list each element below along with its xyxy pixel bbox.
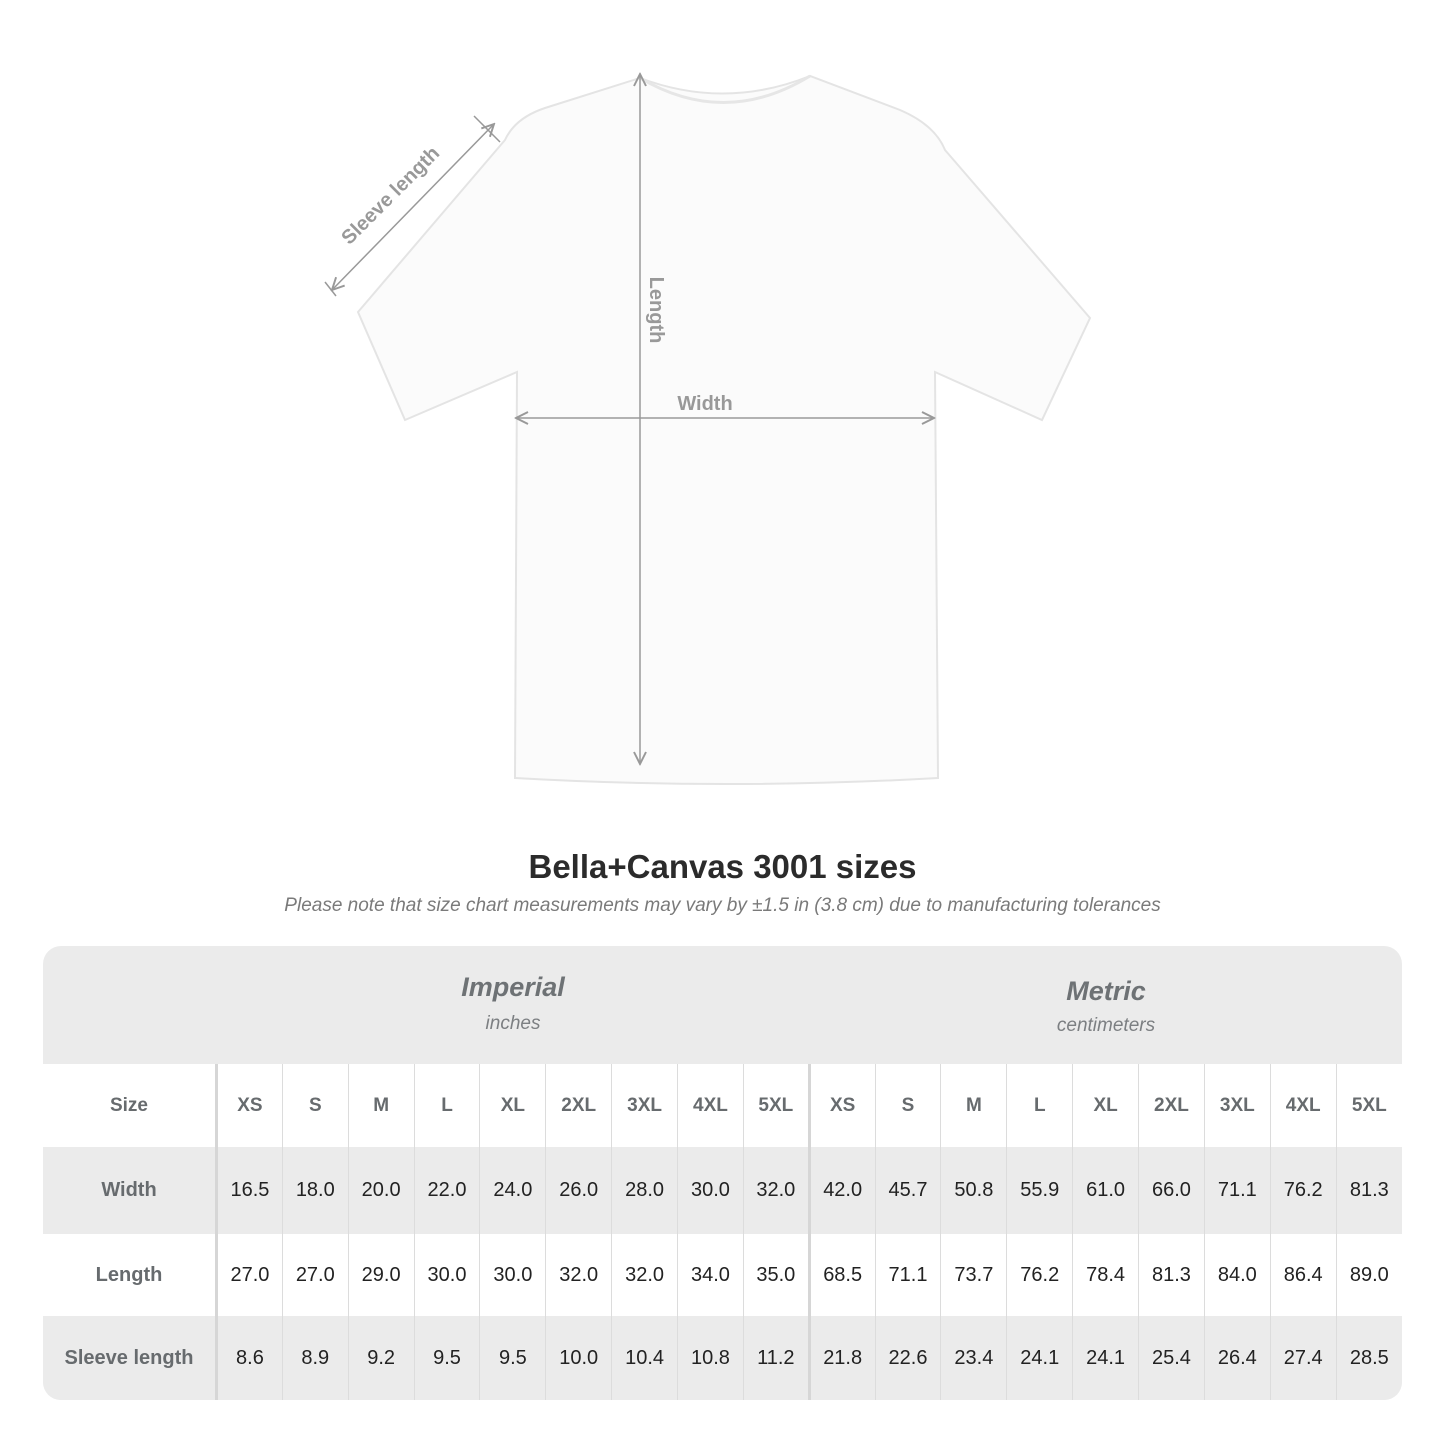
metric-header: Metric centimeters [810,946,1402,1094]
metric-value-cell: 28.5 [1335,1316,1402,1400]
imperial-value-cell: 32.0 [742,1147,810,1234]
metric-value-cell: 21.8 [807,1316,876,1400]
imperial-value-cell: 32.0 [611,1234,678,1316]
table-row: Length 27.0 27.0 29.0 30.0 30.0 32.0 32.0 34.0 35… [43,1234,1402,1316]
imperial-value-cell: 10.0 [545,1316,612,1400]
imperial-value-cell: 35.0 [742,1234,810,1316]
imperial-value-cell: 22.0 [413,1147,480,1234]
imperial-unit: inches [485,1013,541,1034]
metric-size-xl: XL [1072,1064,1139,1147]
metric-value-cell: 71.1 [1203,1147,1271,1234]
metric-value-cell: 22.6 [874,1316,941,1400]
metric-size-2xl: 2XL [1138,1064,1205,1147]
imperial-value-cell: 8.6 [216,1316,283,1400]
row-label: Sleeve length [43,1316,218,1400]
imperial-value-cell: 9.5 [479,1316,546,1400]
metric-title: Metric [1066,976,1146,1006]
metric-unit: centimeters [1056,1015,1156,1036]
imperial-size-l: L [413,1064,480,1147]
table-row: Width 16.5 18.0 20.0 22.0 24.0 26.0 28.0 30.0 32.… [43,1147,1402,1234]
size-table-card: Imperial inches Metric centimeters Size X… [43,946,1402,1400]
imperial-value-cell: 10.4 [611,1316,678,1400]
metric-value-cell: 26.4 [1203,1316,1271,1400]
imperial-value-cell: 30.0 [413,1234,480,1316]
imperial-value-cell: 34.0 [677,1234,744,1316]
imperial-value-cell: 26.0 [545,1147,612,1234]
metric-value-cell: 61.0 [1072,1147,1139,1234]
sleeve-length-arrow [332,124,494,290]
metric-value-cell: 66.0 [1138,1147,1205,1234]
imperial-value-cell: 11.2 [742,1316,810,1400]
metric-value-cell: 24.1 [1006,1316,1073,1400]
page-title: Bella+Canvas 3001 sizes [528,848,917,885]
table-row: Sleeve length 8.6 8.9 9.2 9.5 9.5 10.0 10.4 10.8… [43,1316,1402,1400]
imperial-value-cell: 27.0 [216,1234,283,1316]
imperial-value-cell: 8.9 [281,1316,349,1400]
width-label: Width [677,393,732,415]
row-label: Width [43,1147,218,1234]
tolerance-note: Please note that size chart measurements… [284,895,1161,916]
metric-size-5xl: 5XL [1335,1064,1402,1147]
imperial-size-2xl: 2XL [545,1064,612,1147]
metric-size-s: S [874,1064,941,1147]
imperial-value-cell: 30.0 [677,1147,744,1234]
metric-value-cell: 84.0 [1203,1234,1271,1316]
imperial-size-3xl: 3XL [611,1064,678,1147]
imperial-value-cell: 18.0 [281,1147,349,1234]
imperial-value-cell: 16.5 [216,1147,283,1234]
metric-value-cell: 71.1 [874,1234,941,1316]
metric-value-cell: 78.4 [1072,1234,1139,1316]
imperial-size-5xl: 5XL [742,1064,810,1147]
metric-value-cell: 81.3 [1335,1147,1402,1234]
tshirt-shape [356,74,1092,785]
metric-value-cell: 76.2 [1269,1147,1337,1234]
imperial-size-4xl: 4XL [677,1064,744,1147]
tshirt-diagram: Sleeve length Length Width [324,0,1092,785]
metric-value-cell: 55.9 [1006,1147,1073,1234]
imperial-value-cell: 30.0 [479,1234,546,1316]
metric-value-cell: 81.3 [1138,1234,1205,1316]
metric-size-l: L [1006,1064,1073,1147]
imperial-value-cell: 20.0 [347,1147,415,1234]
metric-value-cell: 73.7 [940,1234,1007,1316]
imperial-size-xs: XS [216,1064,283,1147]
metric-size-4xl: 4XL [1269,1064,1337,1147]
metric-value-cell: 50.8 [940,1147,1007,1234]
metric-size-xs: XS [807,1064,876,1147]
imperial-value-cell: 9.2 [347,1316,415,1400]
size-header-row: Size XS S M L XL 2XL 3XL 4XL 5XL XS S M L XL 2XL 3XL 4XL 5… [43,1064,1402,1147]
imperial-value-cell: 24.0 [479,1147,546,1234]
metric-value-cell: 27.4 [1269,1316,1337,1400]
imperial-value-cell: 27.0 [281,1234,349,1316]
imperial-size-m: M [347,1064,415,1147]
imperial-size-xl: XL [479,1064,546,1147]
length-label: Length [645,277,667,344]
metric-value-cell: 89.0 [1335,1234,1402,1316]
imperial-value-cell: 32.0 [545,1234,612,1316]
imperial-value-cell: 28.0 [611,1147,678,1234]
size-table: Size XS S M L XL 2XL 3XL 4XL 5XL XS S M L XL 2XL 3XL 4XL 5… [43,1064,1402,1400]
metric-value-cell: 76.2 [1006,1234,1073,1316]
metric-value-cell: 25.4 [1138,1316,1205,1400]
metric-value-cell: 42.0 [807,1147,876,1234]
row-label: Length [43,1234,218,1316]
size-label: Size [43,1064,218,1147]
imperial-size-s: S [281,1064,349,1147]
imperial-value-cell: 9.5 [413,1316,480,1400]
imperial-value-cell: 10.8 [677,1316,744,1400]
imperial-value-cell: 29.0 [347,1234,415,1316]
metric-size-3xl: 3XL [1203,1064,1271,1147]
metric-value-cell: 86.4 [1269,1234,1337,1316]
imperial-title: Imperial [461,972,565,1002]
metric-value-cell: 45.7 [874,1147,941,1234]
metric-value-cell: 24.1 [1072,1316,1139,1400]
metric-value-cell: 68.5 [807,1234,876,1316]
metric-size-m: M [940,1064,1007,1147]
metric-value-cell: 23.4 [940,1316,1007,1400]
imperial-header: Imperial inches [217,946,809,1090]
